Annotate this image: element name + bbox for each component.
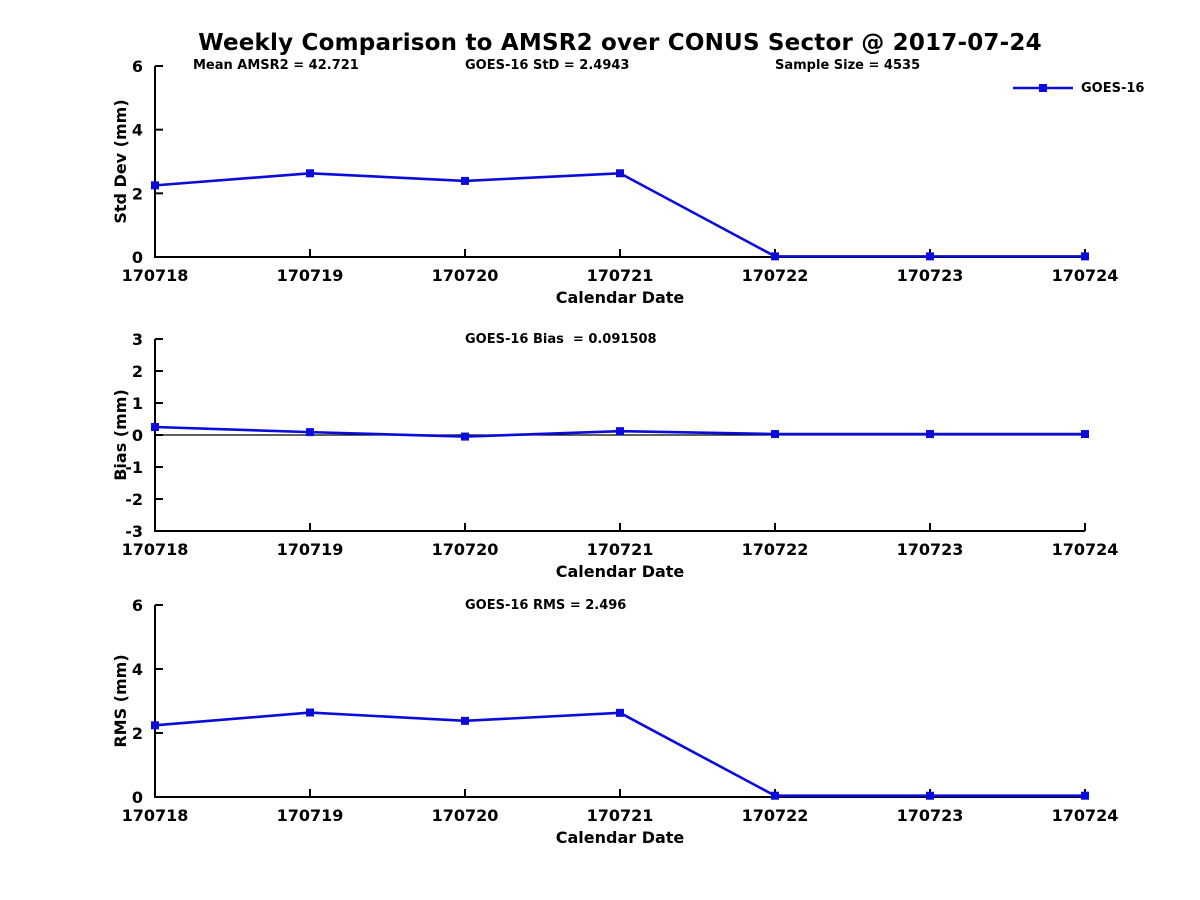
data-point-marker [461,432,469,441]
x-tick-label: 170723 [897,266,964,285]
data-point-marker [461,716,469,725]
x-tick-label: 170719 [277,540,344,559]
data-point-marker [926,252,934,261]
y-axis-title: Std Dev (mm) [111,99,130,223]
data-point-marker [771,791,779,800]
data-point-marker [926,430,934,439]
x-tick-label: 170721 [587,806,654,825]
x-tick-label: 170720 [432,266,499,285]
x-tick-label: 170719 [277,266,344,285]
x-tick-label: 170722 [742,806,809,825]
axes [154,66,1085,258]
data-point-marker [616,427,624,436]
y-axis-title: RMS (mm) [111,654,130,747]
x-tick-label: 170724 [1052,266,1119,285]
data-point-marker [306,169,314,178]
x-tick-label: 170721 [587,266,654,285]
y-axis-title: Bias (mm) [111,389,130,481]
y-tick-label: 6 [132,596,143,615]
data-point-marker [616,169,624,178]
y-tick-label: 3 [132,330,143,349]
data-point-marker [1081,791,1089,800]
y-tick-label: 2 [132,362,143,381]
stat-sample-size: Sample Size = 4535 [775,58,921,73]
y-tick-label: 0 [132,248,143,267]
x-axis-title: Calendar Date [556,288,685,307]
data-point-marker [151,721,159,730]
x-tick-label: 170724 [1052,540,1119,559]
y-tick-label: 0 [132,788,143,807]
x-tick-label: 170718 [122,266,189,285]
data-point-marker [151,181,159,190]
y-tick-label: 4 [132,660,143,679]
data-point-marker [616,708,624,717]
y-tick-label: 2 [132,184,143,203]
stat-mean-amsr2: Mean AMSR2 = 42.721 [193,58,359,73]
x-tick-label: 170721 [587,540,654,559]
x-tick-label: 170724 [1052,806,1119,825]
data-point-marker [151,423,159,431]
x-tick-label: 170719 [277,806,344,825]
series-line [154,711,1085,798]
axes [154,605,1085,798]
x-tick-label: 170722 [742,266,809,285]
y-tick-label: 1 [132,394,143,413]
data-point-marker [1081,430,1089,439]
y-tick-label: 0 [132,426,143,445]
y-tick-label: 6 [132,57,143,76]
chart-annotation: GOES-16 RMS = 2.496 [465,598,626,613]
series-line [154,171,1085,258]
legend-label: GOES-16 [1081,80,1145,96]
chart-annotation: GOES-16 Bias = 0.091508 [465,332,657,347]
y-tick-label: -3 [125,522,143,541]
data-point-marker [461,176,469,185]
data-point-marker [926,791,934,800]
x-tick-label: 170723 [897,540,964,559]
x-tick-label: 170718 [122,540,189,559]
legend: GOES-16 [1012,80,1144,96]
x-tick-label: 170722 [742,540,809,559]
page-title: Weekly Comparison to AMSR2 over CONUS Se… [198,30,1042,56]
x-tick-label: 170720 [432,540,499,559]
data-point-marker [306,428,314,437]
data-point-marker [306,708,314,717]
x-tick-label: 170720 [432,806,499,825]
legend-marker-icon [1013,84,1073,92]
x-axis-title: Calendar Date [556,828,685,847]
data-point-marker [771,252,779,261]
x-tick-label: 170718 [122,806,189,825]
x-tick-label: 170723 [897,806,964,825]
data-point-marker [1081,252,1089,261]
stat-goes16-std: GOES-16 StD = 2.4943 [465,58,630,73]
x-axis-title: Calendar Date [556,562,685,581]
y-tick-label: -2 [125,490,143,509]
y-tick-label: -1 [125,458,143,477]
data-point-marker [771,430,779,439]
y-tick-label: 4 [132,121,143,140]
y-tick-label: 2 [132,724,143,743]
